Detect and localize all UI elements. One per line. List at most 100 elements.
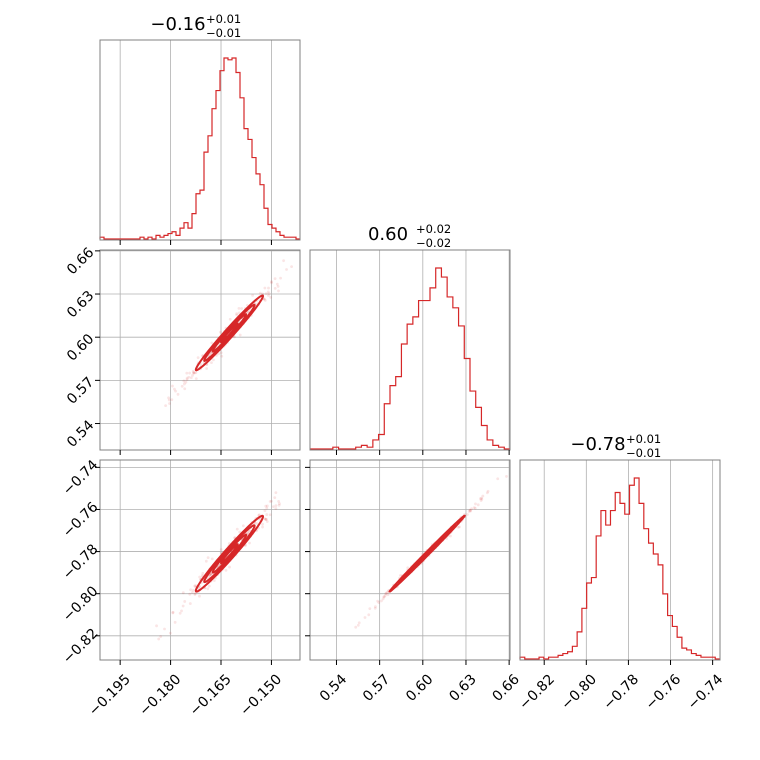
panel-title: 0.60 — [368, 224, 408, 245]
scatter-point — [171, 611, 175, 615]
scatter-point — [155, 624, 158, 628]
scatter-point — [271, 505, 275, 509]
y-tick-label: −0.78 — [60, 541, 102, 583]
scatter-point — [481, 494, 485, 498]
scatter-point — [479, 499, 483, 502]
scatter-point — [367, 613, 371, 617]
scatter-point — [380, 599, 383, 603]
scatter-point — [276, 284, 280, 288]
contour-level-4 — [388, 514, 466, 593]
scatter-point — [279, 276, 282, 280]
scatter-point — [205, 367, 209, 370]
scatter-point — [264, 517, 267, 521]
scatter-point — [382, 595, 386, 599]
histogram-line — [519, 477, 720, 660]
scatter-point — [468, 508, 472, 512]
scatter-point — [381, 597, 385, 601]
scatter-point — [270, 280, 273, 283]
scatter-point — [185, 376, 189, 380]
scatter-point — [382, 595, 386, 599]
scatter-point — [164, 404, 168, 408]
x-tick-label: −0.74 — [685, 671, 727, 713]
scatter-point — [191, 588, 195, 592]
scatter-point — [212, 358, 215, 362]
scatter-point — [173, 620, 177, 624]
scatter-point — [204, 559, 208, 563]
scatter-point — [376, 599, 380, 603]
scatter-point — [496, 477, 500, 481]
scatter-point — [386, 593, 390, 596]
scatter-point — [247, 309, 251, 313]
scatter-point — [235, 313, 239, 317]
scatter-point — [170, 398, 174, 402]
scatter-point — [456, 525, 460, 529]
scatter-point — [472, 506, 476, 510]
title-lower-error: −0.01 — [626, 446, 661, 460]
y-tick-label: 0.66 — [64, 245, 97, 278]
scatter-point — [268, 500, 272, 503]
scatter-point — [188, 592, 192, 596]
scatter-point — [157, 637, 161, 641]
x-tick-label: −0.82 — [516, 671, 558, 713]
scatter-point — [246, 532, 250, 535]
scatter-point — [275, 282, 279, 286]
scatter-point — [159, 635, 163, 638]
scatter-point — [206, 587, 210, 591]
panel-frame — [309, 249, 511, 451]
scatter-point — [480, 497, 484, 501]
scatter-point — [190, 591, 194, 594]
scatter-point — [188, 371, 192, 375]
x-tick-label: 0.57 — [360, 671, 393, 704]
title-lower-error: −0.02 — [416, 236, 451, 250]
x-tick-label: −0.78 — [601, 671, 643, 713]
scatter-point — [210, 557, 214, 561]
scatter-point — [180, 384, 184, 388]
scatter-point — [207, 584, 211, 588]
scatter-point — [194, 584, 197, 588]
title-upper-error: +0.01 — [206, 12, 241, 26]
scatter-panel-1-2: 0.54 0.57 0.60 0.63 0.66 — [64, 245, 301, 455]
scatter-point — [248, 541, 251, 545]
x-tick-label: −0.80 — [558, 671, 600, 713]
scatter-point — [194, 377, 198, 380]
scatter-point — [270, 281, 273, 285]
scatter-point — [257, 513, 261, 517]
scatter-point — [220, 354, 224, 358]
scatter-point — [174, 389, 177, 393]
scatter-point — [181, 591, 185, 595]
scatter-point — [480, 496, 483, 500]
scatter-point — [267, 294, 270, 297]
scatter-point — [357, 621, 361, 625]
scatter-point — [384, 591, 388, 595]
scatter-point — [277, 289, 280, 293]
scatter-point — [255, 522, 259, 526]
scatter-point — [219, 548, 223, 551]
scatter-point — [237, 306, 241, 310]
scatter-point — [194, 371, 198, 375]
scatter-point — [181, 604, 185, 608]
scatter-point — [224, 569, 228, 572]
scatter-point — [273, 287, 277, 290]
y-tick-label: 0.63 — [64, 288, 97, 321]
scatter-point — [191, 373, 194, 377]
histogram-panel-3: −0.82 −0.80 −0.78 −0.76 −0.74−0.78 +0.01−0.01 — [516, 432, 726, 713]
scatter-point — [485, 491, 489, 495]
scatter-point — [185, 371, 189, 375]
scatter-point — [217, 352, 221, 356]
scatter-point — [167, 396, 170, 400]
scatter-point — [449, 534, 452, 538]
scatter-point — [233, 335, 236, 339]
scatter-point — [237, 311, 241, 315]
contour-level-4 — [194, 294, 265, 372]
contour-level-2 — [211, 533, 248, 574]
scatter-point — [210, 341, 214, 345]
scatter-point — [183, 600, 187, 603]
contour-level-2 — [211, 313, 248, 353]
scatter-point — [246, 531, 250, 535]
scatter-point — [373, 606, 377, 610]
scatter-point — [264, 517, 268, 521]
scatter-point — [171, 610, 175, 614]
scatter-point — [264, 292, 268, 296]
y-tick-label: −0.76 — [60, 499, 102, 541]
scatter-point — [457, 525, 461, 529]
